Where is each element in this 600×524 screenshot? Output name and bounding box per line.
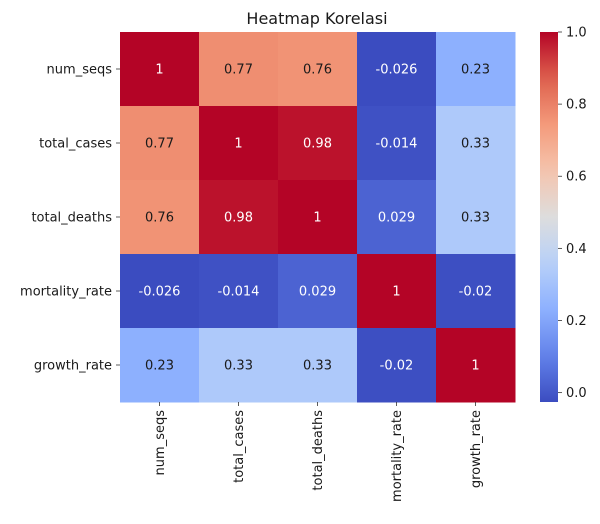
chart-title: Heatmap Korelasi <box>246 9 387 28</box>
x-tick-label: num_seqs <box>153 410 168 476</box>
colorbar-tick-label: 0.4 <box>566 242 587 257</box>
cell-value-label: 1 <box>471 359 479 374</box>
colorbar-tick-label: 0.6 <box>566 170 587 185</box>
y-tick-label: total_deaths <box>31 211 112 226</box>
heatmap-cell <box>199 106 279 181</box>
colorbar-tick-label: 1.0 <box>566 26 587 41</box>
cell-value-label: -0.02 <box>459 285 493 300</box>
y-tick-label: total_cases <box>39 137 112 152</box>
cell-value-label: 0.76 <box>303 63 332 78</box>
heatmap-cell <box>436 106 516 181</box>
heatmap-cell <box>199 32 279 107</box>
cell-value-label: 0.33 <box>303 359 332 374</box>
colorbar <box>540 32 558 402</box>
cell-value-label: 1 <box>392 285 400 300</box>
heatmap-cell <box>120 328 200 403</box>
cell-value-label: 0.98 <box>224 211 253 226</box>
x-tick-label: total_cases <box>232 410 247 483</box>
cell-value-label: 0.77 <box>145 137 174 152</box>
colorbar-tick-label: 0.0 <box>566 386 587 401</box>
heatmap-cell <box>357 254 437 329</box>
cell-value-label: -0.026 <box>376 63 418 78</box>
y-axis: num_seqs total_cases total_deaths mortality… <box>20 63 120 374</box>
heatmap-cell <box>357 106 437 181</box>
cell-value-label: 1 <box>155 63 163 78</box>
heatmap-cell <box>357 32 437 107</box>
heatmap-cell <box>436 254 516 329</box>
heatmap-cells <box>120 32 516 403</box>
heatmap-cell <box>278 32 358 107</box>
y-tick-label: num_seqs <box>47 63 113 78</box>
heatmap-cell <box>436 180 516 255</box>
cell-value-label: 0.33 <box>224 359 253 374</box>
x-axis: num_seqs total_cases total_deaths mortality… <box>153 402 484 502</box>
cell-value-label: 0.98 <box>303 137 332 152</box>
heatmap-cell <box>120 32 200 107</box>
y-tick-label: growth_rate <box>34 359 112 374</box>
cell-value-label: -0.014 <box>218 285 260 300</box>
colorbar-axis: 0.0 0.2 0.4 0.6 0.8 1.0 <box>558 26 587 401</box>
cell-value-label: 0.029 <box>378 211 415 226</box>
heatmap-cell <box>278 254 358 329</box>
cell-value-label: -0.02 <box>380 359 414 374</box>
heatmap-cell <box>120 180 200 255</box>
cell-value-label: 0.23 <box>461 63 490 78</box>
cell-value-label: 1 <box>234 137 242 152</box>
cell-value-label: 0.33 <box>461 211 490 226</box>
cell-value-label: -0.014 <box>376 137 418 152</box>
cell-value-label: -0.026 <box>139 285 181 300</box>
heatmap-cell <box>199 254 279 329</box>
heatmap-cell <box>436 328 516 403</box>
colorbar-tick-label: 0.2 <box>566 314 587 329</box>
heatmap-cell <box>120 106 200 181</box>
heatmap-cell <box>278 328 358 403</box>
x-tick-label: total_deaths <box>311 410 326 491</box>
heatmap-cell <box>199 328 279 403</box>
x-tick-label: mortality_rate <box>390 410 405 502</box>
y-tick-label: mortality_rate <box>20 285 112 300</box>
heatmap-cell-labels: 1 0.77 0.76 -0.026 0.23 0.77 1 0.98 -0.014 0.33 0.… <box>139 63 493 374</box>
x-tick-label: growth_rate <box>469 410 484 488</box>
cell-value-label: 0.76 <box>145 211 174 226</box>
heatmap-cell <box>278 180 358 255</box>
cell-value-label: 0.33 <box>461 137 490 152</box>
heatmap-cell <box>357 180 437 255</box>
heatmap-cell <box>436 32 516 107</box>
cell-value-label: 0.77 <box>224 63 253 78</box>
heatmap-cell <box>357 328 437 403</box>
heatmap-cell <box>278 106 358 181</box>
heatmap-cell <box>199 180 279 255</box>
cell-value-label: 0.029 <box>299 285 336 300</box>
cell-value-label: 1 <box>313 211 321 226</box>
colorbar-tick-label: 0.8 <box>566 98 587 113</box>
cell-value-label: 0.23 <box>145 359 174 374</box>
heatmap-cell <box>120 254 200 329</box>
